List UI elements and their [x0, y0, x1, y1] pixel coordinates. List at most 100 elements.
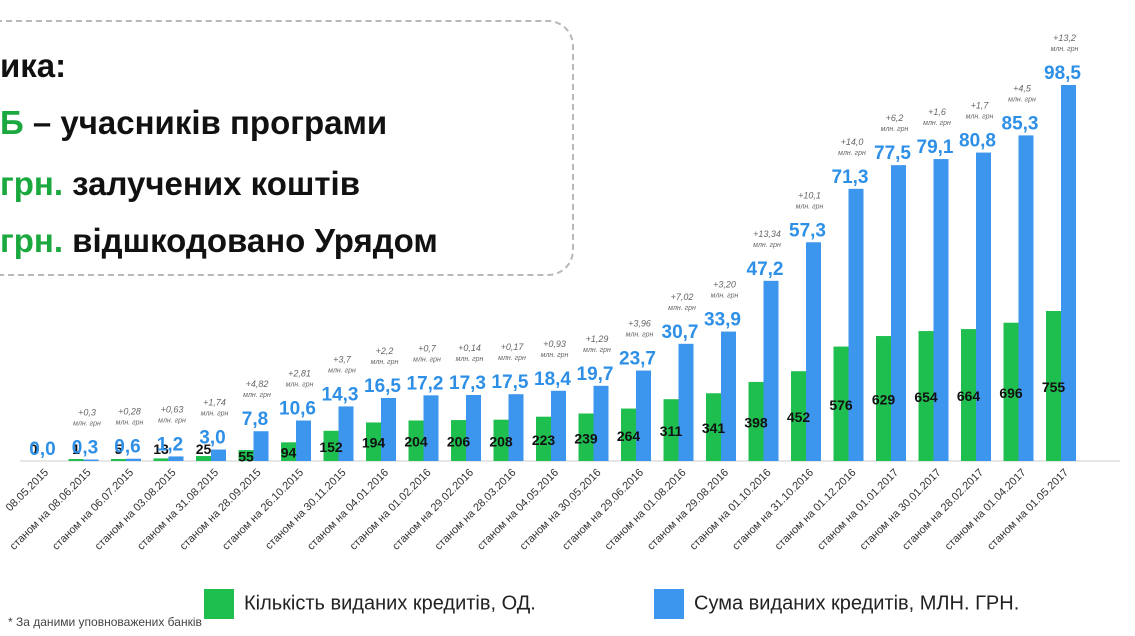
increment-value: +0,17: [501, 342, 525, 352]
increment-value: +1,7: [971, 101, 990, 111]
count-label: 0: [30, 441, 38, 457]
category-label: станом на 01.12.2016: [773, 467, 859, 553]
count-label: 755: [1042, 379, 1066, 395]
sum-label: 10,6: [279, 399, 316, 420]
category-label: станом на 06.07.2015: [50, 467, 136, 553]
info-raised-funds: грн. залучених коштів: [0, 165, 360, 203]
sum-bar: [763, 280, 779, 461]
sum-label: 0,6: [114, 437, 140, 458]
category-label: станом на 01.05.2017: [985, 467, 1071, 553]
sum-bar: [338, 406, 354, 461]
sum-bar: [253, 431, 269, 461]
increment-unit: млн. грн: [881, 126, 909, 133]
sum-bar: [168, 456, 184, 461]
count-bar: [196, 456, 211, 461]
count-bar: [281, 442, 296, 461]
count-bar: [663, 399, 679, 461]
increment-unit: млн. грн: [201, 411, 229, 418]
count-bar: [323, 430, 339, 461]
sum-bar: [381, 398, 396, 461]
increment-unit: млн. грн: [668, 305, 696, 312]
sum-label: 14,3: [322, 384, 359, 405]
count-label: 55: [238, 449, 254, 465]
info-compensated-unit: грн.: [0, 222, 64, 259]
count-bar: [238, 450, 254, 461]
sum-bar: [678, 343, 694, 461]
legend-sum-label: Сума виданих кредитів, МЛН. ГРН.: [694, 592, 1020, 615]
legend-sum-swatch: [654, 589, 684, 619]
increment-value: +13,34: [753, 229, 781, 239]
increment-unit: млн. грн: [456, 356, 484, 363]
count-bar: [833, 346, 849, 461]
legend-count-label: Кількість виданих кредитів, ОД.: [244, 592, 536, 615]
increment-unit: млн. грн: [1051, 46, 1079, 53]
sum-label: 79,1: [917, 137, 954, 158]
count-label: 398: [744, 414, 768, 430]
legend-count: Кількість виданих кредитів, ОД.: [204, 589, 536, 619]
increment-value: +14,0: [841, 137, 864, 147]
sum-bar: [976, 152, 991, 461]
category-label: станом на 30.05.2016: [518, 467, 604, 553]
category-label: станом на 01.02.2016: [348, 467, 434, 553]
count-bar: [961, 329, 976, 461]
count-label: 152: [319, 439, 343, 455]
info-heading: ика:: [0, 47, 66, 85]
sum-bar: [83, 459, 99, 461]
increment-value: +10,1: [798, 190, 821, 200]
count-label: 25: [196, 441, 212, 457]
count-bar: [111, 459, 126, 461]
category-label: станом на 29.02.2016: [390, 467, 476, 553]
count-bar: [918, 331, 934, 461]
sum-label: 85,3: [1002, 113, 1039, 134]
increment-unit: млн. грн: [583, 347, 611, 354]
info-compensated: грн. відшкодовано Урядом: [0, 222, 438, 260]
category-label: станом на 01.08.2016: [603, 467, 689, 553]
increment-value: +2,81: [288, 369, 311, 379]
increment-unit: млн. грн: [371, 359, 399, 366]
info-participants-text: – учасників програми: [23, 104, 388, 141]
increment-value: +1,74: [203, 398, 226, 408]
sum-label: 16,5: [364, 376, 401, 397]
count-label: 1: [72, 441, 80, 457]
sum-bar: [721, 331, 736, 461]
sum-bar: [933, 159, 949, 462]
info-heading-text: ика:: [0, 47, 67, 84]
category-label: станом на 04.05.2016: [475, 467, 561, 553]
sum-bar: [211, 449, 226, 461]
increment-value: +4,5: [1013, 83, 1032, 93]
count-bar: [621, 408, 636, 461]
increment-unit: млн. грн: [626, 332, 654, 339]
count-bar: [1046, 311, 1061, 461]
category-label: станом на 01.04.2017: [943, 467, 1029, 553]
increment-value: +0,28: [118, 407, 141, 417]
category-label: станом на 08.06.2015: [8, 467, 94, 553]
increment-value: +1,6: [928, 107, 946, 117]
count-bar: [706, 393, 721, 461]
info-participants: Б – учасників програми: [0, 104, 387, 142]
sum-label: 17,2: [407, 373, 444, 394]
increment-value: +3,96: [628, 319, 651, 329]
category-label: станом на 01.01.2017: [815, 467, 901, 553]
sum-label: 80,8: [959, 131, 996, 152]
count-label: 208: [489, 433, 513, 449]
sum-bar: [126, 458, 141, 461]
sum-label: 0,0: [29, 439, 55, 460]
category-label: станом на 29.08.2016: [645, 467, 731, 553]
increment-value: +1,29: [586, 334, 609, 344]
increment-value: +13,2: [1053, 33, 1076, 43]
increment-value: +3,7: [333, 354, 352, 364]
count-bar: [876, 336, 891, 461]
sum-bar: [466, 394, 481, 461]
sum-label: 0,3: [72, 438, 98, 459]
count-label: 576: [829, 397, 853, 413]
count-bar: [451, 420, 466, 461]
sum-label: 47,2: [747, 259, 784, 280]
increment-unit: млн. грн: [498, 355, 526, 362]
increment-value: +0,93: [543, 339, 566, 349]
increment-unit: млн. грн: [796, 203, 824, 210]
info-box: ика: Б – учасників програми грн. залучен…: [0, 20, 574, 276]
sum-label: 77,5: [874, 143, 911, 164]
sum-bar: [423, 395, 439, 461]
sum-label: 30,7: [662, 322, 699, 343]
